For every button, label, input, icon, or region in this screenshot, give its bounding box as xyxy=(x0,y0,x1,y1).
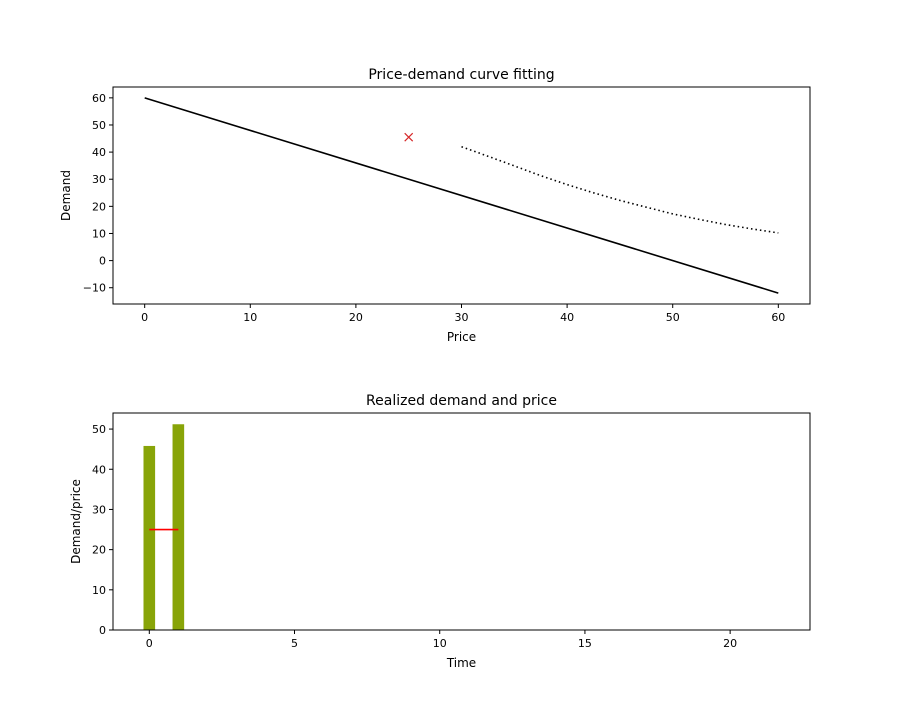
x-tick-label: 15 xyxy=(578,637,592,650)
plot1-y-label: Demand xyxy=(59,170,73,221)
x-tick-label: 10 xyxy=(243,311,257,324)
price-demand-plot: Price-demand curve fitting 0 10 20 30 40 50 60… xyxy=(59,67,811,344)
x-tick-label: 30 xyxy=(455,311,469,324)
observed-point-marker xyxy=(404,132,414,142)
plot2-x-label: Time xyxy=(446,656,476,670)
y-tick-label: 0 xyxy=(99,255,106,268)
linear-fit-line xyxy=(144,97,779,294)
y-tick-label: 40 xyxy=(92,463,106,476)
x-tick-label: 0 xyxy=(141,311,148,324)
y-tick-label: 10 xyxy=(92,227,106,240)
x-tick-label: 0 xyxy=(146,637,153,650)
y-tick-label: 30 xyxy=(92,503,106,516)
plot1-y-ticks: −10 0 10 20 30 40 50 60 xyxy=(83,92,113,295)
y-tick-label: 20 xyxy=(92,200,106,213)
plot1-x-label: Price xyxy=(447,330,476,344)
x-tick-label: 5 xyxy=(291,637,298,650)
dotted-fit-line xyxy=(461,145,779,234)
x-tick-label: 20 xyxy=(723,637,737,650)
plot2-y-ticks: 0 10 20 30 40 50 xyxy=(92,423,113,637)
y-tick-label: −10 xyxy=(83,282,106,295)
y-tick-label: 40 xyxy=(92,146,106,159)
y-tick-label: 20 xyxy=(92,544,106,557)
plot2-title: Realized demand and price xyxy=(366,393,557,409)
y-tick-label: 60 xyxy=(92,92,106,105)
plot2-frame xyxy=(112,412,811,631)
demand-bar xyxy=(143,445,156,630)
y-tick-label: 30 xyxy=(92,173,106,186)
x-tick-label: 40 xyxy=(560,311,574,324)
plot2-y-label: Demand/price xyxy=(69,479,83,564)
x-tick-label: 50 xyxy=(666,311,680,324)
plot2-marks xyxy=(143,424,185,630)
plot1-marks xyxy=(144,97,779,294)
x-tick-label: 20 xyxy=(349,311,363,324)
y-tick-label: 10 xyxy=(92,584,106,597)
x-tick-label: 10 xyxy=(433,637,447,650)
plot1-title: Price-demand curve fitting xyxy=(368,67,554,83)
y-tick-label: 50 xyxy=(92,119,106,132)
x-tick-label: 60 xyxy=(771,311,785,324)
demand-bar xyxy=(172,424,185,630)
plot1-x-ticks: 0 10 20 30 40 50 60 xyxy=(141,304,785,324)
plot2-x-ticks: 0 5 10 15 20 xyxy=(146,630,737,650)
y-tick-label: 0 xyxy=(99,624,106,637)
y-tick-label: 50 xyxy=(92,423,106,436)
realized-demand-plot: Realized demand and price 0 5 10 15 20 0 10 20… xyxy=(69,393,811,670)
